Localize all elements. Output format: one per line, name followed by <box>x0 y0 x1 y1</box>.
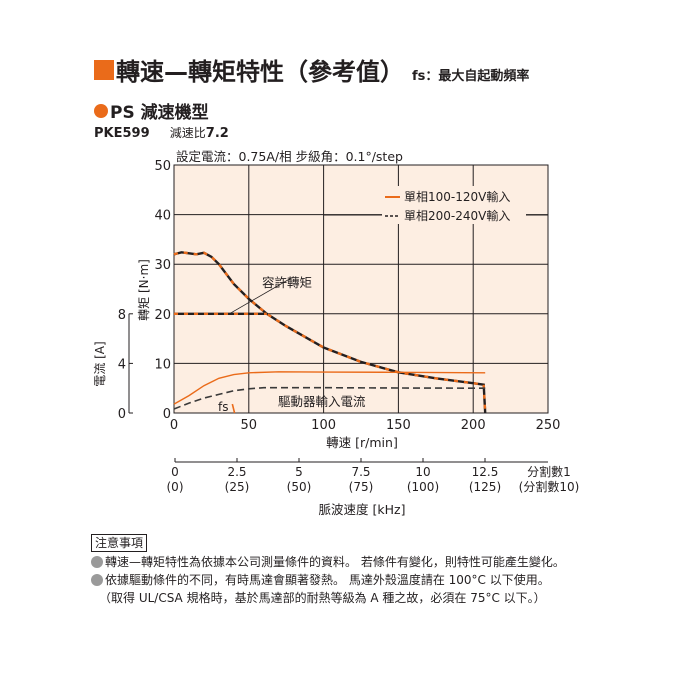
svg-text:(125): (125) <box>469 480 501 494</box>
svg-text:單相100-120V輸入: 單相100-120V輸入 <box>404 189 510 204</box>
svg-text:7.5: 7.5 <box>351 465 370 479</box>
gray-bullet-icon <box>91 574 103 586</box>
svg-text:fs: fs <box>218 400 228 414</box>
speed-axis-ticks: 0 50 100 150 200 250 <box>170 418 561 433</box>
svg-text:10: 10 <box>154 357 171 372</box>
y-axis-label: 轉矩 [N·m] <box>137 259 151 321</box>
torque-axis-ticks: 0 10 20 30 40 50 <box>154 159 171 422</box>
chart-conditions: 設定電流：0.75A/相 步級角：0.1°/step <box>176 149 403 164</box>
note-sub-text: （取得 UL/CSA 規格時，基於馬達部的耐熱等級為 A 種之故，必須在 75°… <box>99 591 546 605</box>
gray-bullet-icon <box>91 556 103 568</box>
note-sub-item: （取得 UL/CSA 規格時，基於馬達部的耐熱等級為 A 種之故，必須在 75°… <box>91 589 565 607</box>
current-axis: 0 4 8 <box>118 308 133 422</box>
model-row: PKE599 減速比7.2 <box>94 124 229 141</box>
svg-text:50: 50 <box>241 418 258 433</box>
svg-text:4: 4 <box>118 357 126 372</box>
svg-text:(50): (50) <box>287 480 312 494</box>
orange-dot-icon <box>94 103 108 118</box>
svg-text:驅動器輸入電流: 驅動器輸入電流 <box>278 394 366 409</box>
svg-text:0: 0 <box>171 465 179 479</box>
svg-text:250: 250 <box>536 418 561 433</box>
pulse-axis-label: 脈波速度 [kHz] <box>319 502 406 517</box>
orange-square-icon <box>94 59 114 80</box>
svg-text:8: 8 <box>118 308 126 323</box>
title-main: 轉速—轉矩特性（參考值） <box>116 58 404 86</box>
note-item: 轉速—轉矩特性為依據本公司測量條件的資料。 若條件有變化，則特性可能產生變化。 <box>91 553 565 571</box>
svg-text:0: 0 <box>163 407 171 422</box>
svg-text:200: 200 <box>461 418 486 433</box>
pulse-speed-axis: 0(0) 2.5(25) 5(50) 7.5(75) 10(100) 12.5(125) 分… <box>167 458 580 494</box>
notes: 注意事項 轉速—轉矩特性為依據本公司測量條件的資料。 若條件有變化，則特性可能產… <box>91 534 565 607</box>
svg-text:(0): (0) <box>167 480 184 494</box>
svg-text:5: 5 <box>295 465 303 479</box>
note-item: 依據驅動條件的不同，有時馬達會顯著發熱。 馬達外殼溫度請在 100°C 以下使用… <box>91 571 565 589</box>
svg-text:(75): (75) <box>349 480 374 494</box>
svg-text:50: 50 <box>154 159 171 174</box>
svg-text:(100): (100) <box>407 480 439 494</box>
svg-text:12.5: 12.5 <box>472 465 499 479</box>
title-subtitle: fs：最大自起動頻率 <box>412 69 530 84</box>
svg-text:(分割數10): (分割數10) <box>519 479 580 494</box>
svg-text:10: 10 <box>415 465 430 479</box>
svg-text:0: 0 <box>170 418 178 433</box>
notes-title: 注意事項 <box>91 534 148 552</box>
svg-text:(25): (25) <box>225 480 250 494</box>
model-name: PKE599 <box>94 126 150 141</box>
svg-text:150: 150 <box>386 418 411 433</box>
curves <box>173 251 487 414</box>
svg-text:分割數1: 分割數1 <box>527 464 571 479</box>
svg-text:0: 0 <box>118 407 126 422</box>
ratio-label: 減速比 <box>169 126 206 140</box>
svg-text:單相200-240V輸入: 單相200-240V輸入 <box>404 208 510 223</box>
x-axis-label: 轉速 [r/min] <box>326 435 398 450</box>
y2-axis-label: 電流 [A] <box>93 341 107 386</box>
svg-text:100: 100 <box>311 418 336 433</box>
ratio-value: 7.2 <box>205 126 229 141</box>
svg-text:2.5: 2.5 <box>227 465 246 479</box>
section-title: PS 減速機型 <box>110 103 209 123</box>
svg-text:30: 30 <box>154 258 171 273</box>
page-title: 轉速—轉矩特性（參考值） fs：最大自起動頻率 <box>94 52 529 87</box>
svg-text:20: 20 <box>154 308 171 323</box>
svg-text:40: 40 <box>154 209 171 224</box>
section-heading: PS 減速機型 <box>94 98 209 123</box>
note-text: 依據驅動條件的不同，有時馬達會顯著發熱。 馬達外殼溫度請在 100°C 以下使用… <box>105 573 550 587</box>
note-text: 轉速—轉矩特性為依據本公司測量條件的資料。 若條件有變化，則特性可能產生變化。 <box>105 555 565 569</box>
svg-text:容許轉矩: 容許轉矩 <box>262 275 312 290</box>
